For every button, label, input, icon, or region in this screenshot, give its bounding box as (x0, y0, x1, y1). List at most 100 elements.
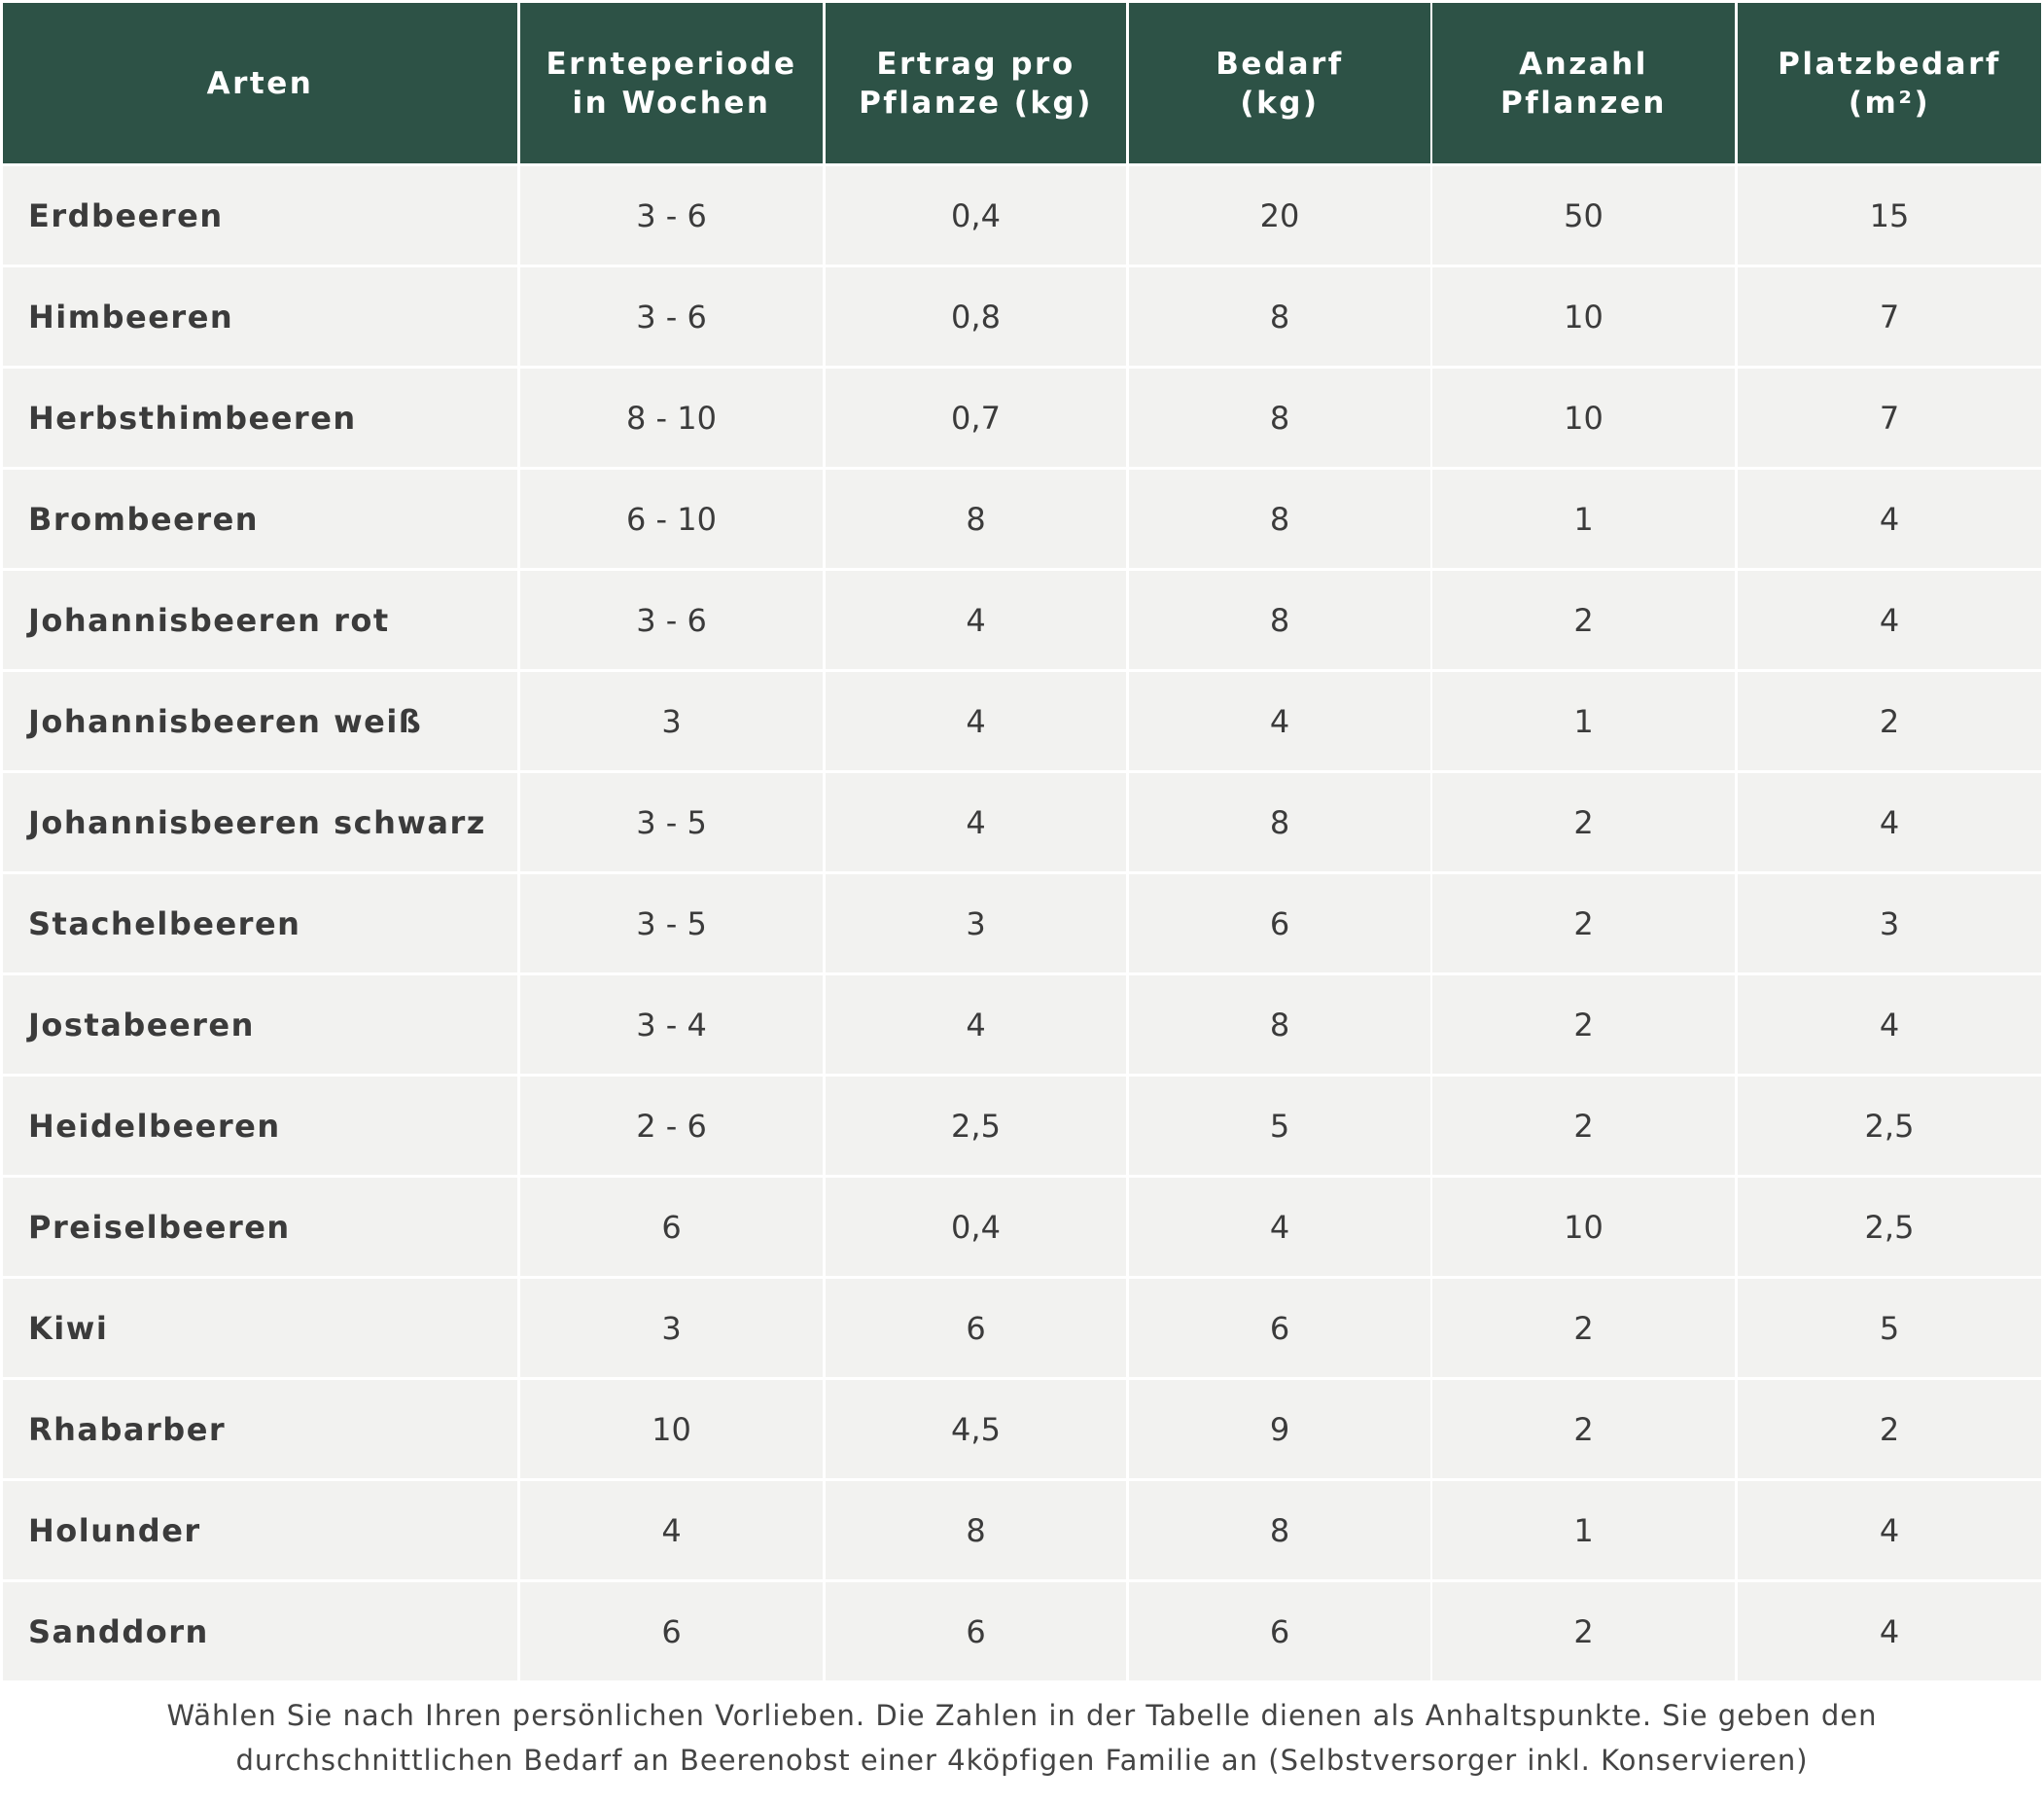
table-cell: 6 (826, 1582, 1126, 1680)
table-cell: 8 (1129, 975, 1430, 1074)
table-cell: 10 (1432, 267, 1735, 366)
table-cell: 4 (826, 571, 1126, 669)
header-text: Ertrag pro (876, 46, 1075, 82)
table-cell: 6 (826, 1279, 1126, 1377)
row-label: Holunder (3, 1481, 517, 1579)
table-cell: 4 (1129, 1178, 1430, 1276)
table-cell: 6 - 10 (520, 470, 823, 568)
table-cell: 4 (1738, 571, 2041, 669)
table-cell: 2 (1432, 975, 1735, 1074)
header-text: Bedarf (1216, 46, 1344, 82)
table-cell: 2 (1432, 874, 1735, 972)
table-cell: 20 (1129, 166, 1430, 265)
table-cell: 10 (1432, 369, 1735, 467)
row-label: Kiwi (3, 1279, 517, 1377)
header-cell: Platzbedarf (m²) (1738, 3, 2041, 163)
header-text: Arten (206, 65, 314, 101)
footnote: Wählen Sie nach Ihren persönlichen Vorli… (166, 1699, 1878, 1732)
table-cell: 6 (1129, 1582, 1430, 1680)
table-cell: 3 - 4 (520, 975, 823, 1074)
row-label: Stachelbeeren (3, 874, 517, 972)
table-cell: 8 (1129, 267, 1430, 366)
header-cell: Anzahl Pflanzen (1432, 3, 1735, 163)
table-cell: 8 (1129, 470, 1430, 568)
table-cell: 1 (1432, 470, 1735, 568)
table-cell: 2 (1432, 1279, 1735, 1377)
table-cell: 6 (1129, 1279, 1430, 1377)
row-label: Preiselbeeren (3, 1178, 517, 1276)
table-cell: 3 - 6 (520, 166, 823, 265)
table-cell: 8 (1129, 1481, 1430, 1579)
footnote: durchschnittlichen Bedarf an Beerenobst … (235, 1744, 1809, 1777)
table-cell: 2 (1738, 1380, 2041, 1478)
header-cell: Ertrag pro Pflanze (kg) (826, 3, 1126, 163)
table-cell: 8 (1129, 369, 1430, 467)
table-cell: 0,8 (826, 267, 1126, 366)
table-cell: 2 (1738, 672, 2041, 770)
table-cell: 0,7 (826, 369, 1126, 467)
row-label: Johannisbeeren rot (3, 571, 517, 669)
table-cell: 8 (826, 1481, 1126, 1579)
table-cell: 4 (1738, 470, 2041, 568)
row-label: Johannisbeeren weiß (3, 672, 517, 770)
row-label: Johannisbeeren schwarz (3, 773, 517, 871)
table-cell: 1 (1432, 1481, 1735, 1579)
header-text: Pflanze (kg) (859, 85, 1093, 121)
table-cell: 50 (1432, 166, 1735, 265)
table-cell: 10 (520, 1380, 823, 1478)
row-label: Brombeeren (3, 470, 517, 568)
table-cell: 9 (1129, 1380, 1430, 1478)
table-cell: 4 (826, 773, 1126, 871)
table-cell: 2,5 (826, 1077, 1126, 1175)
table-cell: 3 (826, 874, 1126, 972)
row-label: Jostabeeren (3, 975, 517, 1074)
table-cell: 3 (1738, 874, 2041, 972)
header-text: (kg) (1240, 85, 1320, 121)
row-label: Heidelbeeren (3, 1077, 517, 1175)
table-cell: 7 (1738, 369, 2041, 467)
header-cell: Arten (3, 3, 517, 163)
table-cell: 2,5 (1738, 1178, 2041, 1276)
table-cell: 8 - 10 (520, 369, 823, 467)
header-text: Pflanzen (1500, 85, 1667, 121)
table-cell: 2 (1432, 1582, 1735, 1680)
table-cell: 1 (1432, 672, 1735, 770)
row-label: Erdbeeren (3, 166, 517, 265)
table-cell: 6 (1129, 874, 1430, 972)
table-cell: 2 (1432, 571, 1735, 669)
table-cell: 5 (1129, 1077, 1430, 1175)
table-cell: 4 (1738, 975, 2041, 1074)
table-cell: 15 (1738, 166, 2041, 265)
table-cell: 0,4 (826, 1178, 1126, 1276)
table-cell: 7 (1738, 267, 2041, 366)
table-cell: 4 (1129, 672, 1430, 770)
table-cell: 4 (1738, 773, 2041, 871)
row-label: Himbeeren (3, 267, 517, 366)
header-cell: Bedarf (kg) (1129, 3, 1430, 163)
table-cell: 3 - 5 (520, 773, 823, 871)
table-cell: 3 - 6 (520, 267, 823, 366)
table-cell: 5 (1738, 1279, 2041, 1377)
table-cell: 4 (826, 672, 1126, 770)
table-cell: 3 (520, 672, 823, 770)
table-cell: 4 (1738, 1582, 2041, 1680)
header-text: Ernteperiode (546, 46, 797, 82)
table-cell: 4 (1738, 1481, 2041, 1579)
table-cell: 2 (1432, 1380, 1735, 1478)
table-cell: 4 (826, 975, 1126, 1074)
table-cell: 2 - 6 (520, 1077, 823, 1175)
table-cell: 8 (1129, 773, 1430, 871)
table-cell: 2 (1432, 773, 1735, 871)
table-cell: 2 (1432, 1077, 1735, 1175)
table-cell: 0,4 (826, 166, 1126, 265)
header-cell: Ernteperiode in Wochen (520, 3, 823, 163)
header-text: Anzahl (1519, 46, 1648, 82)
table-cell: 4 (520, 1481, 823, 1579)
row-label: Sanddorn (3, 1582, 517, 1680)
table-cell: 3 - 5 (520, 874, 823, 972)
table-cell: 8 (1129, 571, 1430, 669)
table-cell: 3 - 6 (520, 571, 823, 669)
table-cell: 8 (826, 470, 1126, 568)
table-cell: 6 (520, 1178, 823, 1276)
